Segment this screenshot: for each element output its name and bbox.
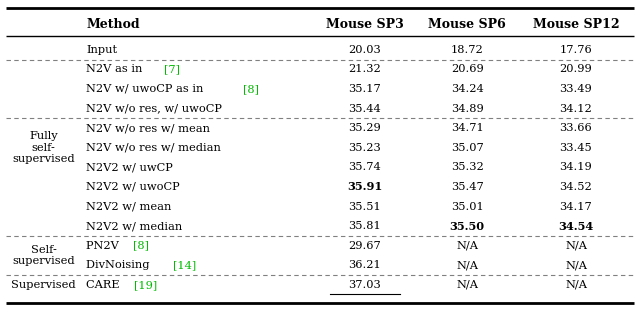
Text: 34.17: 34.17 xyxy=(559,202,593,211)
Text: 33.49: 33.49 xyxy=(559,84,593,94)
Text: 35.91: 35.91 xyxy=(347,181,383,193)
Text: Mouse SP6: Mouse SP6 xyxy=(428,18,506,31)
Text: 21.32: 21.32 xyxy=(348,64,381,74)
Text: 33.45: 33.45 xyxy=(559,143,593,153)
Text: [8]: [8] xyxy=(134,241,150,251)
Text: 17.76: 17.76 xyxy=(559,45,593,55)
Text: PN2V: PN2V xyxy=(86,241,123,251)
Text: 35.81: 35.81 xyxy=(348,221,381,231)
Text: N/A: N/A xyxy=(456,241,478,251)
Text: 37.03: 37.03 xyxy=(348,280,381,290)
Text: 34.71: 34.71 xyxy=(451,123,484,133)
Text: N/A: N/A xyxy=(456,280,478,290)
Text: 34.52: 34.52 xyxy=(559,182,593,192)
Text: 18.72: 18.72 xyxy=(451,45,484,55)
Text: 35.51: 35.51 xyxy=(348,202,381,211)
Text: 35.29: 35.29 xyxy=(348,123,381,133)
Text: 35.01: 35.01 xyxy=(451,202,484,211)
Text: 20.99: 20.99 xyxy=(559,64,593,74)
Text: N/A: N/A xyxy=(456,260,478,270)
Text: N/A: N/A xyxy=(565,280,587,290)
Text: N2V w/o res w/ median: N2V w/o res w/ median xyxy=(86,143,221,153)
Text: [7]: [7] xyxy=(164,64,180,74)
Text: Fully
self-
supervised: Fully self- supervised xyxy=(12,131,75,164)
Text: CARE: CARE xyxy=(86,280,124,290)
Text: Mouse SP12: Mouse SP12 xyxy=(532,18,620,31)
Text: Supervised: Supervised xyxy=(12,280,76,290)
Text: 34.24: 34.24 xyxy=(451,84,484,94)
Text: 34.54: 34.54 xyxy=(558,220,594,232)
Text: 20.03: 20.03 xyxy=(348,45,381,55)
Text: 29.67: 29.67 xyxy=(348,241,381,251)
Text: 35.47: 35.47 xyxy=(451,182,484,192)
Text: 34.19: 34.19 xyxy=(559,162,593,172)
Text: 33.66: 33.66 xyxy=(559,123,593,133)
Text: N2V as in: N2V as in xyxy=(86,64,147,74)
Text: 35.17: 35.17 xyxy=(348,84,381,94)
Text: N2V2 w/ uwCP: N2V2 w/ uwCP xyxy=(86,162,173,172)
Text: 20.69: 20.69 xyxy=(451,64,484,74)
Text: Method: Method xyxy=(86,18,140,31)
Text: N/A: N/A xyxy=(565,241,587,251)
Text: N2V w/o res, w/ uwoCP: N2V w/o res, w/ uwoCP xyxy=(86,104,222,114)
Text: N/A: N/A xyxy=(565,260,587,270)
Text: 35.23: 35.23 xyxy=(348,143,381,153)
Text: 35.44: 35.44 xyxy=(348,104,381,114)
Text: N2V2 w/ median: N2V2 w/ median xyxy=(86,221,182,231)
Text: Self-
supervised: Self- supervised xyxy=(12,245,75,266)
Text: 35.74: 35.74 xyxy=(348,162,381,172)
Text: [14]: [14] xyxy=(173,260,196,270)
Text: [8]: [8] xyxy=(243,84,259,94)
Text: 34.12: 34.12 xyxy=(559,104,593,114)
Text: N2V2 w/ uwoCP: N2V2 w/ uwoCP xyxy=(86,182,180,192)
Text: 34.89: 34.89 xyxy=(451,104,484,114)
Text: Mouse SP3: Mouse SP3 xyxy=(326,18,404,31)
Text: N2V w/o res w/ mean: N2V w/o res w/ mean xyxy=(86,123,211,133)
Text: Input: Input xyxy=(86,45,118,55)
Text: N2V w/ uwoCP as in: N2V w/ uwoCP as in xyxy=(86,84,207,94)
Text: 35.32: 35.32 xyxy=(451,162,484,172)
Text: 36.21: 36.21 xyxy=(348,260,381,270)
Text: 35.07: 35.07 xyxy=(451,143,484,153)
Text: [19]: [19] xyxy=(134,280,157,290)
Text: 35.50: 35.50 xyxy=(450,220,484,232)
Text: N2V2 w/ mean: N2V2 w/ mean xyxy=(86,202,172,211)
Text: DivNoising: DivNoising xyxy=(86,260,154,270)
